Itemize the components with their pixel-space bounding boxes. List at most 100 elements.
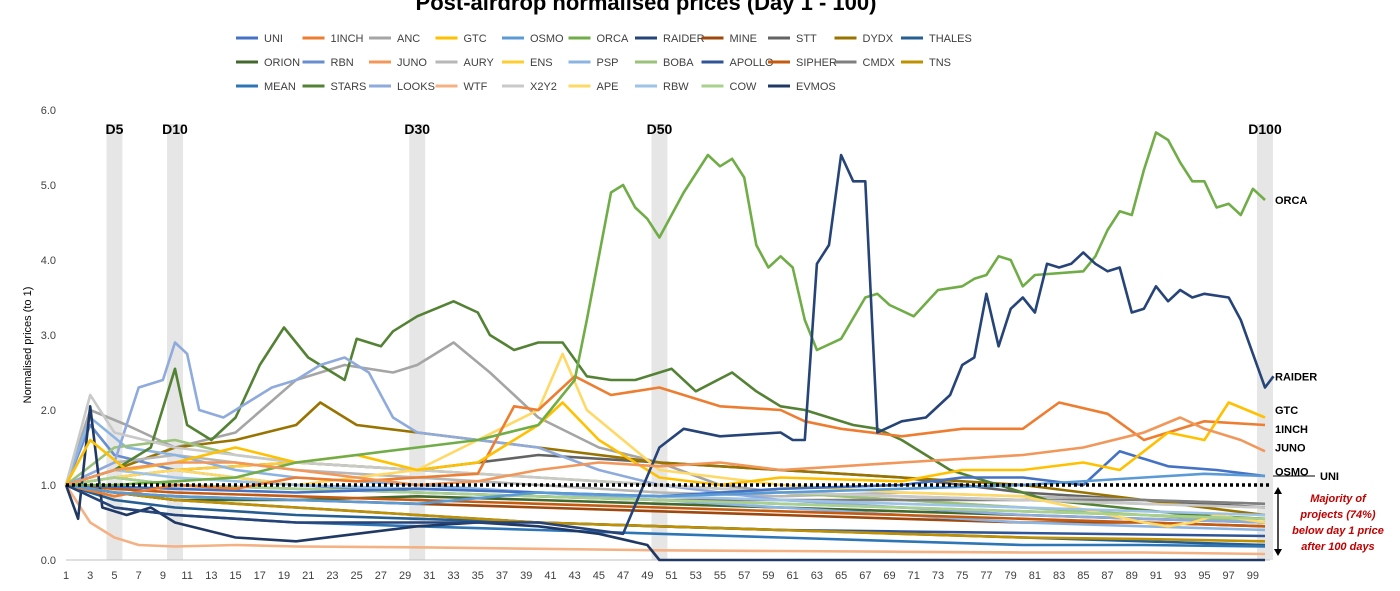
x-tick-label: 47 [617, 570, 629, 582]
highlight-band-d30 [409, 124, 426, 560]
y-tick-label: 3.0 [41, 330, 56, 342]
x-tick-label: 15 [229, 570, 241, 582]
highlight-label-d100: D100 [1248, 121, 1282, 137]
x-tick-label: 1 [63, 570, 69, 582]
legend-label-aury: AURY [464, 57, 495, 69]
legend-label-looks: LOOKS [397, 81, 435, 93]
x-tick-label: 99 [1247, 570, 1259, 582]
x-tick-label: 95 [1198, 570, 1210, 582]
legend-label-osmo: OSMO [530, 33, 564, 45]
x-tick-label: 75 [956, 570, 968, 582]
highlight-label-d30: D30 [404, 121, 430, 137]
x-tick-label: 71 [908, 570, 920, 582]
y-axis-label: Normalised prices (to 1) [22, 287, 34, 404]
legend-label-boba: BOBA [663, 57, 694, 69]
x-tick-label: 29 [399, 570, 411, 582]
x-tick-label: 57 [738, 570, 750, 582]
x-tick-label: 49 [641, 570, 653, 582]
legend-label-evmos: EVMOS [796, 81, 836, 93]
x-tick-label: 85 [1077, 570, 1089, 582]
series-line-raider [65, 153, 1275, 536]
x-tick-label: 73 [932, 570, 944, 582]
end-label-gtc: GTC [1275, 405, 1298, 417]
legend-label-rbn: RBN [331, 57, 354, 69]
axes: 0.01.02.03.04.05.06.01 3 5 7 9 11 13 15 17 19 21 23… [22, 105, 1270, 582]
legend-label-x2y2: X2Y2 [530, 81, 557, 93]
x-tick-label: 97 [1223, 570, 1235, 582]
series-line-wtf [64, 484, 1266, 556]
legend-label-psp: PSP [597, 57, 619, 69]
series-line-juno [65, 416, 1266, 487]
x-tick-label: 13 [205, 570, 217, 582]
series-line-osmo [65, 472, 1266, 506]
legend-label-mine: MINE [730, 33, 758, 45]
x-tick-label: 31 [423, 570, 435, 582]
x-tick-label: 91 [1150, 570, 1162, 582]
x-tick-label: 45 [593, 570, 605, 582]
x-tick-label: 37 [496, 570, 508, 582]
legend-label-mean: MEAN [264, 81, 296, 93]
end-label-1inch: 1INCH [1275, 424, 1308, 436]
x-tick-label: 21 [302, 570, 314, 582]
legend-label-ape: APE [597, 81, 619, 93]
end-label-raider: RAIDER [1275, 371, 1317, 383]
x-tick-label: 11 [181, 570, 192, 582]
annotation: Majority of projects (74%) below day 1 pri… [1274, 487, 1384, 556]
x-tick-label: 33 [447, 570, 459, 582]
legend-label-orca: ORCA [597, 33, 629, 45]
x-tick-label: 77 [980, 570, 992, 582]
legend-label-anc: ANC [397, 33, 420, 45]
highlight-label-d10: D10 [162, 121, 188, 137]
series-line-sipher [65, 483, 1266, 528]
annotation-text-line: below day 1 price [1292, 525, 1384, 537]
legend-label-cow: COW [730, 81, 758, 93]
legend-label-sipher: SIPHER [796, 57, 837, 69]
legend-label-orion: ORION [264, 57, 300, 69]
highlight-label-d5: D5 [105, 121, 123, 137]
x-tick-label: 69 [883, 570, 895, 582]
series-lines [64, 131, 1275, 562]
x-tick-label: 3 [87, 570, 93, 582]
legend-label-rbw: RBW [663, 81, 689, 93]
legend-label-wtf: WTF [464, 81, 488, 93]
legend-label-stt: STT [796, 33, 817, 45]
legend-label-uni: UNI [264, 33, 283, 45]
chart-title: Post-airdrop normalised prices (Day 1 - … [416, 0, 877, 15]
y-tick-label: 6.0 [41, 105, 56, 117]
highlight-band-d100 [1257, 124, 1273, 560]
y-tick-label: 5.0 [41, 180, 56, 192]
y-tick-label: 1.0 [41, 480, 56, 492]
x-tick-label: 79 [1005, 570, 1017, 582]
x-tick-label: 67 [859, 570, 871, 582]
x-tick-label: 25 [351, 570, 363, 582]
x-tick-label: 83 [1053, 570, 1065, 582]
x-tick-label: 63 [811, 570, 823, 582]
legend-label-ens: ENS [530, 57, 553, 69]
x-tick-label: 65 [835, 570, 847, 582]
highlight-label-d50: D50 [647, 121, 673, 137]
legend-label-juno: JUNO [397, 57, 427, 69]
x-tick-label: 27 [375, 570, 387, 582]
end-label-juno: JUNO [1275, 443, 1306, 455]
y-tick-label: 0.0 [41, 555, 56, 567]
legend-label-1inch: 1INCH [331, 33, 364, 45]
series-line-psp [64, 416, 1266, 532]
x-tick-label: 23 [326, 570, 338, 582]
annotation-text-line: Majority of [1310, 493, 1367, 505]
x-tick-label: 61 [787, 570, 799, 582]
legend-label-tns: TNS [929, 57, 951, 69]
x-tick-label: 19 [278, 570, 290, 582]
end-label-osmo: OSMO [1275, 467, 1309, 479]
end-labels: UNI 1INCH GTC OSMO ORCA RAIDER JUNO [1273, 195, 1339, 483]
series-line-evmos [64, 405, 1265, 562]
annotation-arrowhead-top [1274, 487, 1282, 494]
x-tick-label: 9 [160, 570, 166, 582]
legend-label-apollo: APOLLO [730, 57, 774, 69]
annotation-text-line: projects (74%) [1299, 509, 1376, 521]
legend-label-stars: STARS [331, 81, 367, 93]
legend-label-thales: THALES [929, 33, 972, 45]
annotation-arrowhead-bottom [1274, 549, 1282, 556]
x-tick-label: 39 [520, 570, 532, 582]
